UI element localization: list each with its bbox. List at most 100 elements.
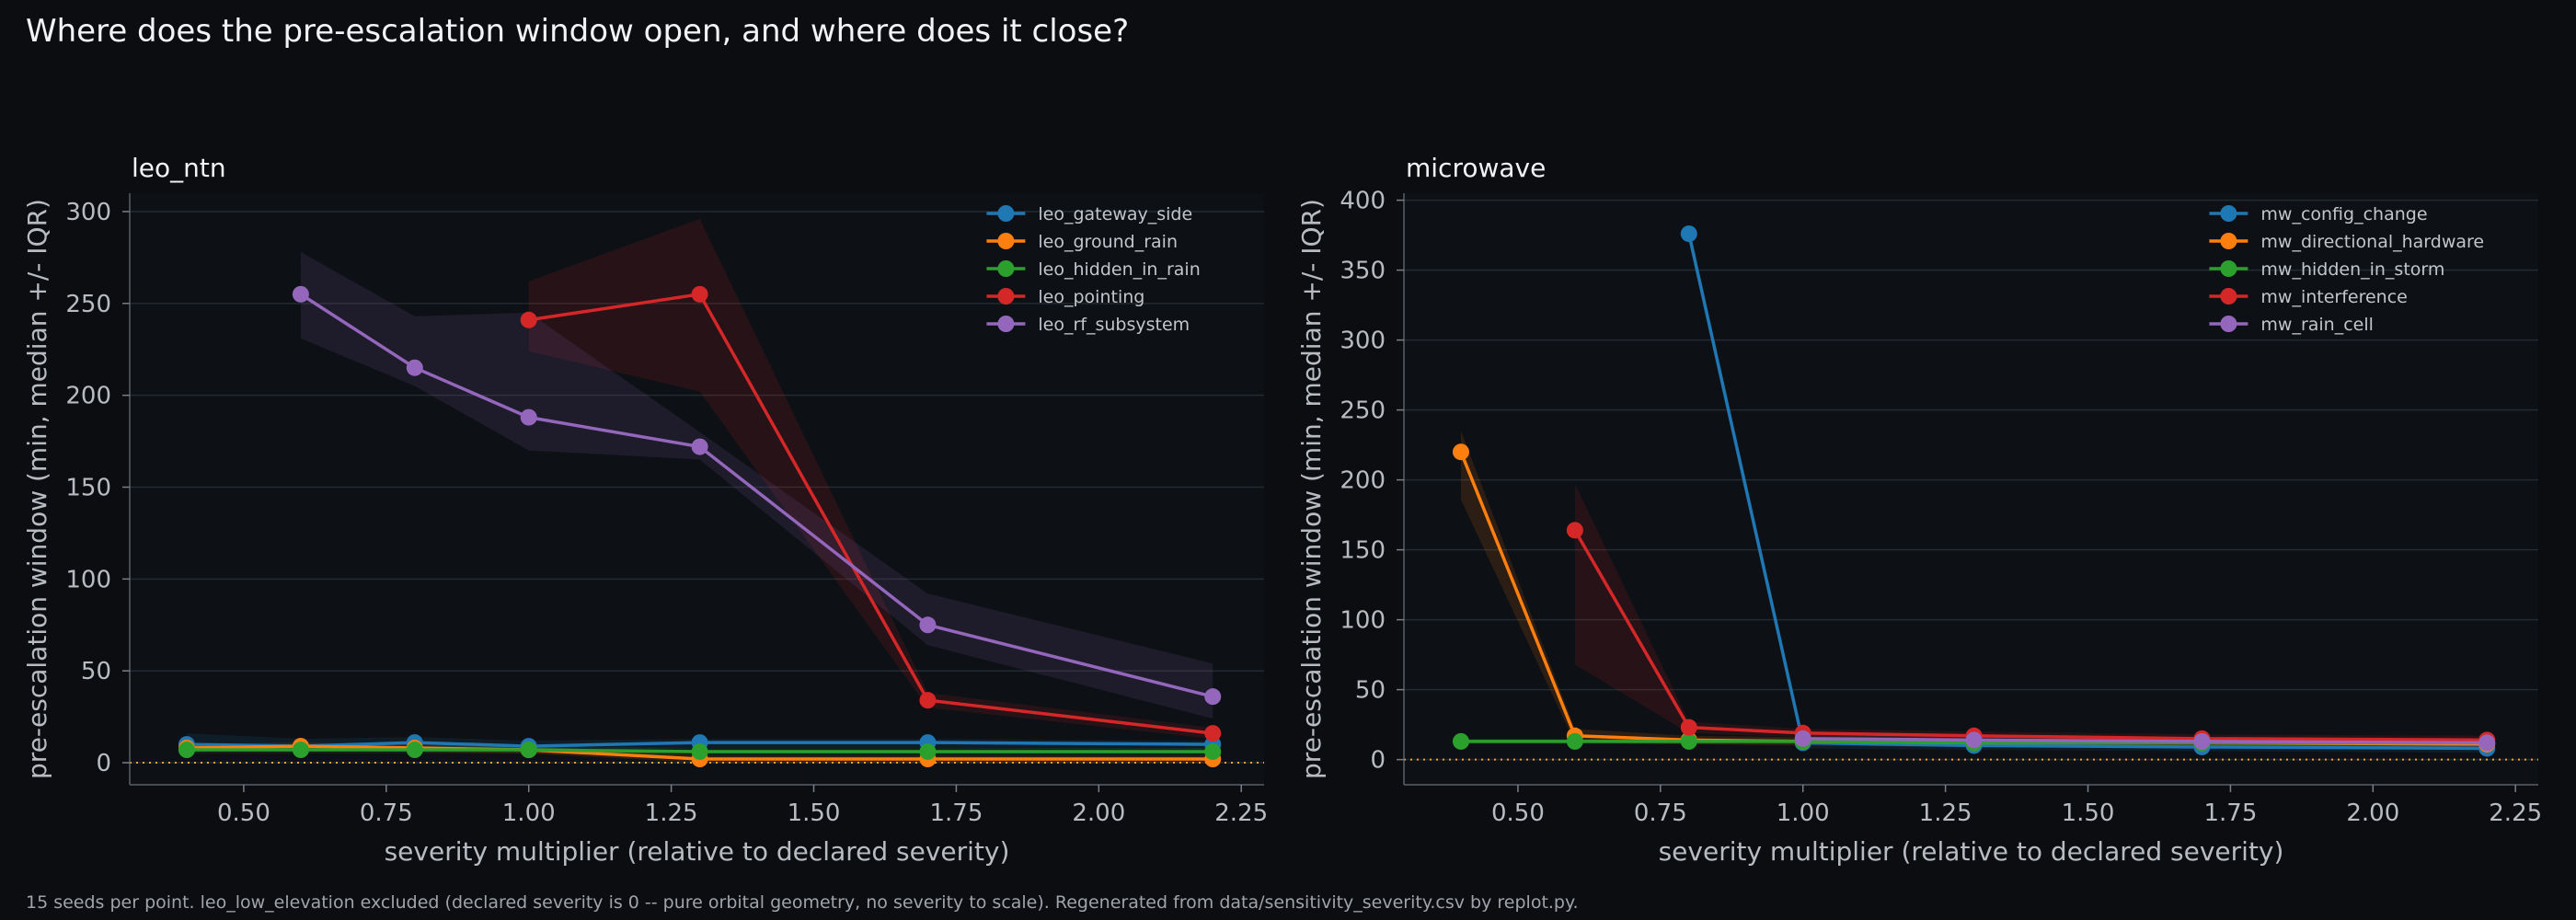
y-tick-label: 50: [81, 658, 111, 685]
data-point-mw_config_change: [1680, 225, 1697, 243]
x-tick-label: 1.75: [2203, 799, 2257, 827]
legend-item: leo_pointing: [986, 287, 1144, 307]
series-line-mw_interference: [1573, 529, 2488, 742]
legend-label: mw_config_change: [2260, 204, 2427, 224]
iqr-band-mw_interference: [1574, 484, 2488, 744]
data-point-mw_rain_cell: [2193, 732, 2211, 750]
legend-swatch-marker: [2220, 233, 2237, 249]
y-tick-label: 0: [1370, 747, 1386, 775]
y-tick-label: 350: [1340, 258, 1386, 285]
legend-item: mw_directional_hardware: [2209, 232, 2484, 252]
legend-swatch-marker: [997, 260, 1015, 277]
panel-title: leo_ntn: [132, 153, 226, 183]
y-tick-label: 200: [65, 383, 111, 410]
y-tick-label: 100: [65, 566, 111, 593]
data-point-leo_hidden_in_rain: [919, 743, 937, 761]
data-point-leo_rf_subsystem: [292, 285, 309, 303]
x-tick-label: 0.50: [1491, 799, 1545, 827]
data-point-leo_rf_subsystem: [919, 616, 937, 634]
legend-label: mw_rain_cell: [2260, 315, 2374, 335]
y-tick-label: 250: [1340, 397, 1386, 425]
legend-label: mw_directional_hardware: [2260, 232, 2484, 252]
iqr-band-leo_rf_subsystem: [300, 251, 1213, 719]
y-axis-label: pre-escalation window (min, median +/- I…: [22, 199, 52, 779]
y-tick-label: 50: [1355, 677, 1386, 705]
legend-swatch-marker: [2220, 205, 2237, 222]
legend: leo_gateway_side leo_ground_rain leo_hidde…: [986, 204, 1201, 335]
legend-item: leo_rf_subsystem: [986, 315, 1190, 335]
x-tick-label: 1.50: [2062, 799, 2115, 827]
y-tick-label: 0: [96, 750, 111, 777]
legend-item: leo_hidden_in_rain: [986, 259, 1201, 280]
grid-lines: [130, 211, 1264, 764]
x-tick-label: 0.75: [1634, 799, 1687, 827]
x-tick-label: 2.25: [2489, 799, 2542, 827]
data-point-leo_hidden_in_rain: [292, 742, 309, 759]
legend-item: mw_config_change: [2209, 204, 2428, 224]
legend-label: mw_hidden_in_storm: [2260, 259, 2444, 280]
data-point-leo_pointing: [919, 692, 937, 709]
y-tick-label: 150: [65, 475, 111, 502]
data-point-leo_hidden_in_rain: [178, 742, 195, 759]
y-tick-label: 250: [65, 291, 111, 318]
data-point-mw_interference: [1566, 522, 1583, 539]
legend-swatch-marker: [2220, 316, 2237, 332]
series-leo_pointing: [520, 285, 1222, 742]
y-tick-label: 400: [1340, 188, 1386, 215]
x-tick-label: 2.00: [2346, 799, 2399, 827]
data-point-leo_rf_subsystem: [520, 408, 537, 426]
plot-area: [1404, 193, 2538, 785]
data-point-leo_hidden_in_rain: [406, 742, 423, 759]
iqr-band-mw_directional_hardware: [1460, 431, 2488, 749]
y-tick-label: 200: [1340, 467, 1386, 495]
data-point-mw_directional_hardware: [1452, 443, 1469, 461]
legend-label: leo_gateway_side: [1038, 204, 1192, 224]
x-tick-label: 0.50: [217, 799, 270, 827]
legend: mw_config_change mw_directional_hardwarem…: [2209, 204, 2484, 335]
figure-footnote: 15 seeds per point. leo_low_elevation ex…: [26, 892, 1579, 913]
y-tick-label: 300: [65, 199, 111, 226]
legend-item: leo_ground_rain: [986, 232, 1178, 252]
data-point-leo_pointing: [1204, 725, 1222, 742]
data-point-leo_hidden_in_rain: [691, 743, 708, 761]
series-leo_rf_subsystem: [292, 285, 1222, 706]
data-point-mw_rain_cell: [1965, 731, 1983, 749]
legend-label: leo_ground_rain: [1038, 232, 1178, 252]
x-tick-label: 2.25: [1214, 799, 1268, 827]
legend-swatch-marker: [997, 205, 1015, 222]
legend-item: leo_gateway_side: [986, 204, 1192, 224]
figure-title: Where does the pre-escalation window ope…: [26, 13, 1130, 50]
x-tick-label: 2.00: [1072, 799, 1125, 827]
legend-item: mw_rain_cell: [2209, 315, 2374, 335]
data-point-leo_pointing: [691, 285, 708, 303]
x-tick-label: 1.75: [929, 799, 983, 827]
legend-swatch-marker: [997, 233, 1015, 249]
grid-lines: [1404, 199, 2538, 761]
data-point-mw_rain_cell: [1794, 730, 1811, 747]
series-mw_rain_cell: [1794, 730, 2496, 752]
data-point-leo_pointing: [520, 311, 537, 328]
data-point-leo_rf_subsystem: [691, 438, 708, 455]
x-axis-label: severity multiplier (relative to declare…: [1659, 836, 2284, 867]
data-point-mw_rain_cell: [2478, 734, 2496, 752]
x-tick-label: 1.00: [502, 799, 556, 827]
data-point-mw_interference: [1680, 719, 1697, 736]
x-axis-label: severity multiplier (relative to declare…: [385, 836, 1010, 867]
legend-label: leo_pointing: [1038, 287, 1144, 307]
y-tick-label: 300: [1340, 328, 1386, 355]
legend-label: leo_rf_subsystem: [1038, 315, 1190, 335]
x-tick-label: 0.75: [360, 799, 413, 827]
x-tick-label: 1.25: [1919, 799, 1972, 827]
legend-swatch-marker: [997, 288, 1015, 305]
legend-swatch-marker: [2220, 288, 2237, 305]
chart-panel-microwave: 0.50 0.75 1.00 1.25 1.50 1.75 2.00 2.25 0 50 100 15…: [1296, 153, 2542, 867]
x-ticks: 0.50 0.75 1.00 1.25 1.50 1.75 2.00 2.25: [1491, 785, 2542, 827]
y-ticks: 0 50 100 150 200 250 300: [65, 199, 130, 777]
x-ticks: 0.50 0.75 1.00 1.25 1.50 1.75 2.00 2.25: [217, 785, 1268, 827]
x-tick-label: 1.50: [788, 799, 841, 827]
y-axis-label: pre-escalation window (min, median +/- I…: [1296, 199, 1327, 779]
legend-item: mw_hidden_in_storm: [2209, 259, 2444, 280]
y-tick-label: 100: [1340, 607, 1386, 635]
data-point-leo_hidden_in_rain: [520, 742, 537, 759]
legend-item: mw_interference: [2209, 287, 2408, 307]
